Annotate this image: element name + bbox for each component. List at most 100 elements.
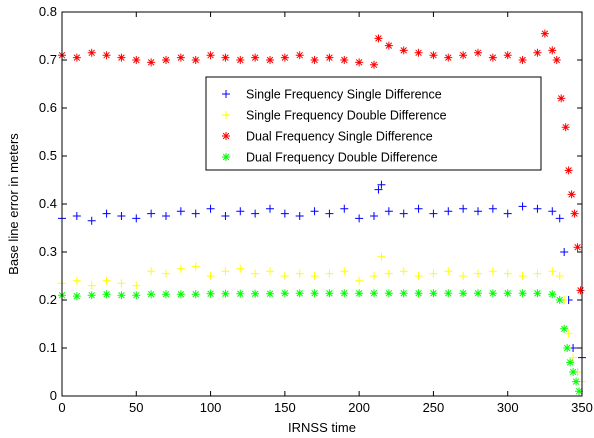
data-point [548,267,557,276]
data-point [325,53,334,62]
data-point [370,212,378,220]
data-point [147,209,156,218]
data-point [295,269,304,278]
data-point [575,387,584,396]
data-point [444,53,453,62]
data-point [355,276,364,285]
data-point [377,252,386,261]
data-point [459,51,468,60]
data-point [444,267,453,276]
series-2 [58,252,586,386]
data-point [552,56,561,64]
data-point [102,290,111,299]
legend-entry: Dual Frequency Single Difference [246,130,433,144]
data-point [414,272,423,280]
data-point [266,267,274,276]
series-3 [58,29,585,295]
data-point [474,289,482,298]
x-tick-label: 50 [129,400,143,415]
data-point [340,56,349,64]
data-point [370,272,378,280]
data-point [236,56,245,64]
data-point [399,46,408,55]
data-point [488,53,497,62]
data-point [555,272,564,280]
data-point [221,212,230,220]
data-point [548,46,557,55]
data-point [518,272,527,280]
data-point [87,48,96,57]
data-point [414,204,423,213]
data-point [533,48,542,57]
data-point [564,329,573,338]
legend-entry: Single Frequency Single Difference [246,88,442,102]
data-point [266,204,274,213]
data-point [560,324,569,333]
data-point [399,267,408,276]
data-point [414,48,423,57]
data-point [162,56,170,64]
data-point [87,281,96,290]
axis-ticks: 0 50 100 150 200 250 300 350 0 0.1 0.2 0.3 0.4 0.5 0.6… [39,4,593,415]
data-point [206,272,215,280]
x-tick-label: 350 [571,400,593,415]
data-point [221,267,230,276]
x-tick-label: 250 [423,400,445,415]
data-point [377,180,386,189]
data-point [102,209,111,218]
data-point [310,272,319,280]
data-point [191,290,200,299]
x-tick-label: 300 [497,400,519,415]
legend-marker [222,111,230,119]
data-point [555,296,564,304]
data-point [117,279,126,288]
x-tick-label: 150 [274,400,296,415]
data-point [221,53,230,62]
y-tick-label: 0.3 [39,244,57,259]
data-point [147,290,156,299]
data-point [573,243,582,252]
data-point [117,291,126,300]
data-point [414,289,423,298]
data-point [355,58,364,67]
data-point [459,272,468,280]
data-point [340,289,349,298]
legend-box [205,76,542,171]
data-point [564,166,573,175]
data-point [488,204,497,213]
data-point [384,207,393,216]
data-point [132,214,141,223]
data-point [569,368,578,376]
data-point [310,56,319,64]
data-point [561,123,570,132]
x-tick-label: 0 [58,400,65,415]
legend-marker [222,90,230,98]
data-point [72,212,81,220]
data-point [310,207,319,216]
data-point [572,377,581,386]
data-point [162,290,170,299]
chart-marks [58,29,586,396]
data-point [399,289,408,298]
data-point [370,289,378,298]
data-point [474,269,482,278]
data-point [87,216,96,225]
data-point [533,289,542,298]
data-point [560,248,569,256]
data-point [325,269,334,278]
data-point [429,269,438,278]
data-point [236,264,245,273]
data-point [310,289,319,298]
data-point [555,214,564,223]
data-point [191,56,200,64]
data-point [176,207,185,216]
data-point [117,212,126,220]
data-point [459,289,468,298]
data-point [280,209,289,218]
data-point [72,53,81,62]
data-point [340,204,349,213]
data-point [518,202,527,211]
data-point [251,209,260,218]
legend-marker [222,132,230,140]
